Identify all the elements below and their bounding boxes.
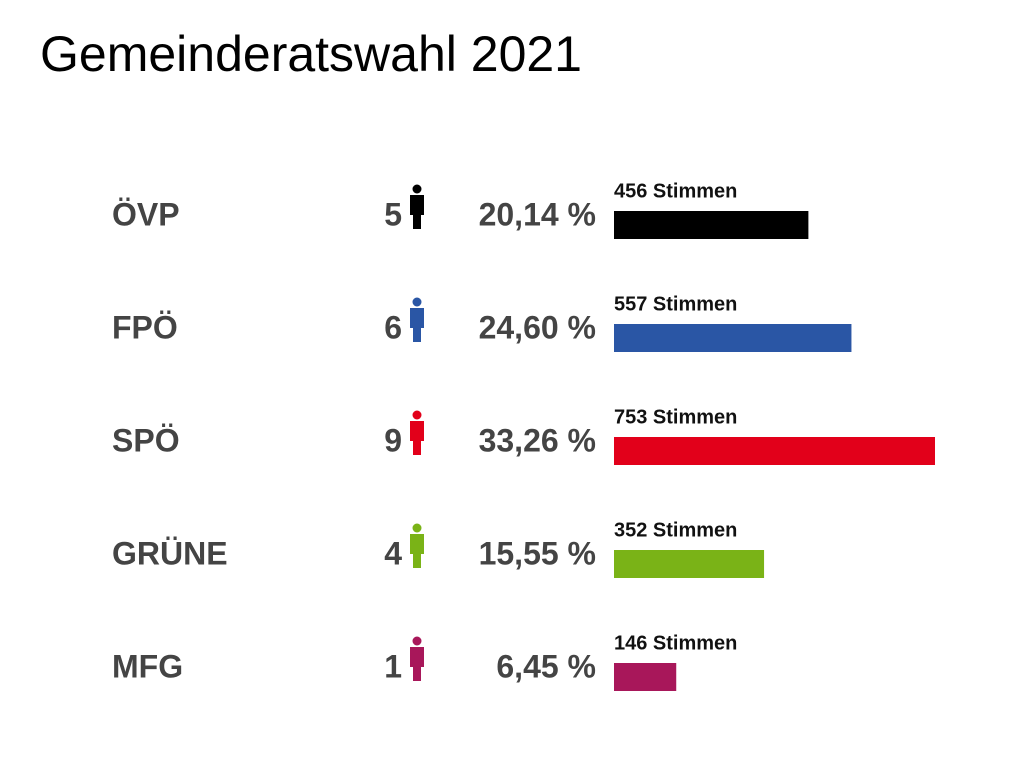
party-label: SPÖ xyxy=(112,422,180,458)
bar xyxy=(614,437,935,465)
share-label: 33,26 % xyxy=(479,422,596,458)
bar xyxy=(614,324,852,352)
bar xyxy=(614,211,809,239)
share-label: 20,14 % xyxy=(479,196,596,232)
bar xyxy=(614,550,765,578)
votes-label: 753 Stimmen xyxy=(614,406,737,428)
votes-label: 146 Stimmen xyxy=(614,632,737,654)
person-icon-head xyxy=(412,636,422,646)
party-label: ÖVP xyxy=(112,196,180,232)
person-icon-body xyxy=(410,308,424,342)
seat-count: 9 xyxy=(384,422,402,458)
votes-label: 557 Stimmen xyxy=(614,293,737,315)
seat-count: 5 xyxy=(384,196,402,232)
seat-count: 1 xyxy=(384,648,402,684)
seat-count: 4 xyxy=(384,535,402,571)
votes-label: 456 Stimmen xyxy=(614,180,737,202)
person-icon-head xyxy=(412,410,422,420)
chart-title: Gemeinderatswahl 2021 xyxy=(40,26,582,82)
party-label: FPÖ xyxy=(112,309,178,345)
seat-count: 6 xyxy=(384,309,402,345)
share-label: 6,45 % xyxy=(496,648,596,684)
person-icon-head xyxy=(412,523,422,533)
party-label: MFG xyxy=(112,648,183,684)
person-icon-body xyxy=(410,647,424,681)
person-icon-head xyxy=(412,297,422,307)
bar xyxy=(614,663,677,691)
share-label: 15,55 % xyxy=(479,535,596,571)
person-icon-head xyxy=(412,184,422,194)
person-icon-body xyxy=(410,195,424,229)
person-icon-body xyxy=(410,421,424,455)
votes-label: 352 Stimmen xyxy=(614,519,737,541)
person-icon-body xyxy=(410,534,424,568)
share-label: 24,60 % xyxy=(479,309,596,345)
party-label: GRÜNE xyxy=(112,535,228,571)
